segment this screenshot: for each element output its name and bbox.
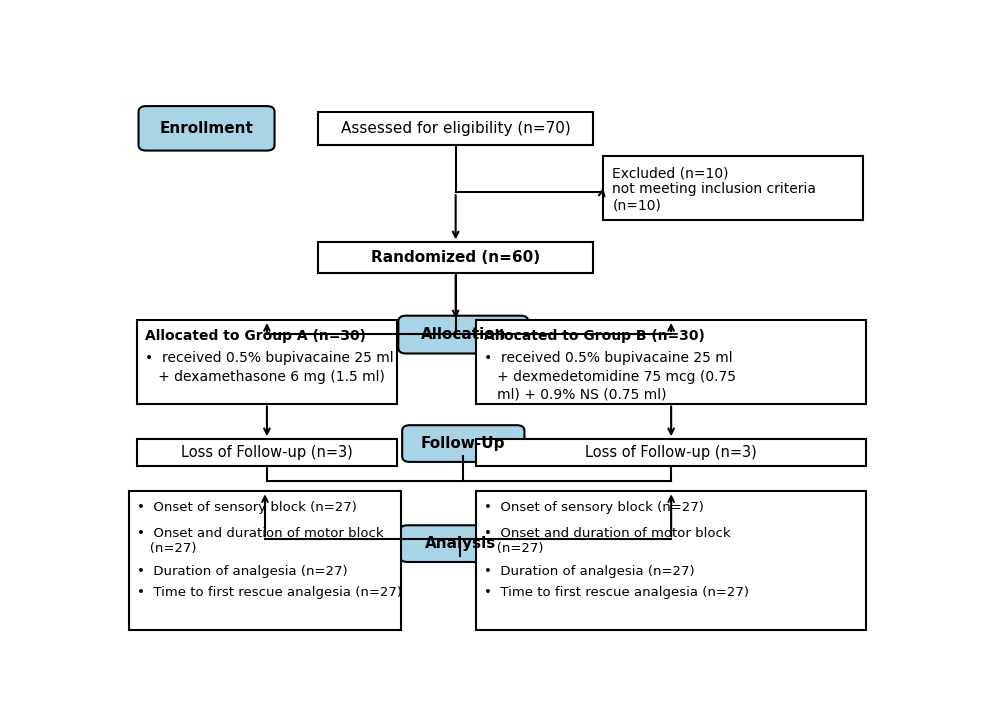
Text: •  Onset and duration of motor block: • Onset and duration of motor block xyxy=(484,527,731,540)
FancyBboxPatch shape xyxy=(138,106,274,151)
FancyBboxPatch shape xyxy=(318,243,594,273)
Text: + dexmedetomidine 75 mcg (0.75: + dexmedetomidine 75 mcg (0.75 xyxy=(484,370,736,384)
FancyBboxPatch shape xyxy=(137,439,396,466)
Text: •  Duration of analgesia (n=27): • Duration of analgesia (n=27) xyxy=(484,565,694,578)
Text: (n=27): (n=27) xyxy=(137,542,196,555)
Text: ml) + 0.9% NS (0.75 ml): ml) + 0.9% NS (0.75 ml) xyxy=(484,388,667,402)
Text: Analysis: Analysis xyxy=(425,536,496,551)
Text: •  Onset of sensory block (n=27): • Onset of sensory block (n=27) xyxy=(137,501,357,514)
FancyBboxPatch shape xyxy=(398,316,528,354)
Text: •  Duration of analgesia (n=27): • Duration of analgesia (n=27) xyxy=(137,565,348,578)
Text: •  Onset of sensory block (n=27): • Onset of sensory block (n=27) xyxy=(484,501,704,514)
Text: •  Time to first rescue analgesia (n=27): • Time to first rescue analgesia (n=27) xyxy=(137,586,402,599)
Text: Allocated to Group B (n=30): Allocated to Group B (n=30) xyxy=(484,329,705,343)
Text: •  received 0.5% bupivacaine 25 ml: • received 0.5% bupivacaine 25 ml xyxy=(484,351,733,365)
FancyBboxPatch shape xyxy=(603,156,863,220)
FancyBboxPatch shape xyxy=(318,112,594,145)
Text: •  received 0.5% bupivacaine 25 ml: • received 0.5% bupivacaine 25 ml xyxy=(145,351,393,365)
Text: Assessed for eligibility (n=70): Assessed for eligibility (n=70) xyxy=(341,121,571,136)
FancyBboxPatch shape xyxy=(476,492,866,630)
Text: + dexamethasone 6 mg (1.5 ml): + dexamethasone 6 mg (1.5 ml) xyxy=(145,370,385,384)
Text: Loss of Follow-up (n=3): Loss of Follow-up (n=3) xyxy=(586,445,757,460)
Text: Loss of Follow-up (n=3): Loss of Follow-up (n=3) xyxy=(181,445,353,460)
Text: (n=27): (n=27) xyxy=(484,542,543,555)
Text: Randomized (n=60): Randomized (n=60) xyxy=(371,250,540,265)
FancyBboxPatch shape xyxy=(476,439,866,466)
Text: •  Time to first rescue analgesia (n=27): • Time to first rescue analgesia (n=27) xyxy=(484,586,749,599)
FancyBboxPatch shape xyxy=(137,320,396,404)
Text: Enrollment: Enrollment xyxy=(160,121,253,136)
Text: •  Onset and duration of motor block: • Onset and duration of motor block xyxy=(137,527,384,540)
FancyBboxPatch shape xyxy=(476,320,866,404)
Text: Follow-Up: Follow-Up xyxy=(421,436,506,451)
Text: Allocation: Allocation xyxy=(421,327,506,342)
Text: Allocated to Group A (n=30): Allocated to Group A (n=30) xyxy=(145,329,366,343)
Text: Excluded (n=10)
not meeting inclusion criteria
(n=10): Excluded (n=10) not meeting inclusion cr… xyxy=(612,166,816,212)
FancyBboxPatch shape xyxy=(402,425,525,462)
FancyBboxPatch shape xyxy=(129,492,400,630)
FancyBboxPatch shape xyxy=(400,526,521,562)
